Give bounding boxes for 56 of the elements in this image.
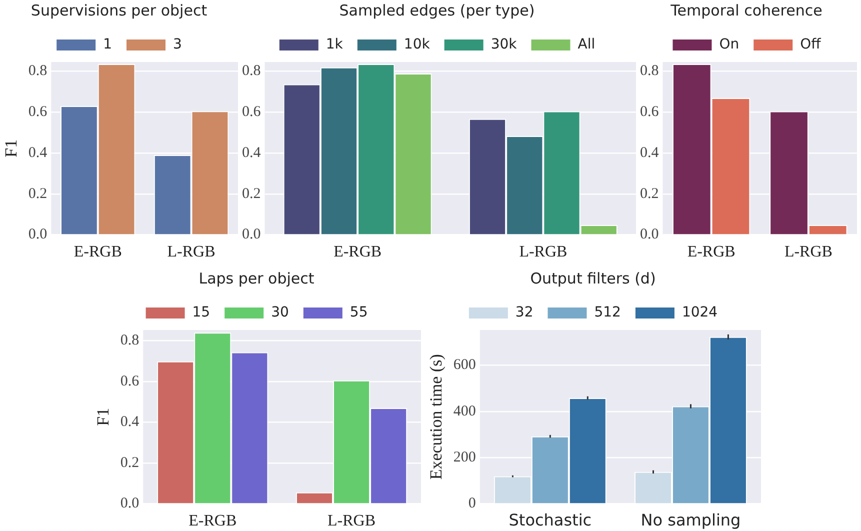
- y-axis-title: F1: [2, 139, 21, 158]
- y-axis-title: F1: [94, 408, 113, 426]
- legend-label: 30k: [490, 36, 518, 53]
- y-tick-label: 0.4: [120, 414, 140, 430]
- legend-label: 15: [192, 304, 210, 321]
- y-tick-label: 0.2: [640, 186, 659, 202]
- y-tick-label: 0.6: [640, 104, 660, 120]
- y-tick-label: 0: [468, 496, 476, 512]
- x-tick-label: E-RGB: [687, 244, 736, 261]
- legend-label: 32: [515, 304, 534, 321]
- y-tick-label: 0.6: [120, 373, 140, 390]
- legend-label: All: [578, 36, 596, 53]
- y-tick-label: 0.2: [120, 454, 140, 471]
- y-tick-label: 0.4: [28, 144, 48, 161]
- y-tick-label: 0.6: [242, 104, 262, 120]
- legend-label: 55: [350, 304, 368, 321]
- legend-title: Sampled edges (per type): [339, 1, 535, 20]
- legend-label: 1024: [682, 304, 718, 321]
- y-tick-label: 0.2: [28, 186, 48, 202]
- legend-label: Off: [800, 36, 822, 53]
- legend-title: Temporal coherence: [670, 1, 822, 20]
- y-tick-label: 0.2: [242, 186, 261, 202]
- y-tick-label: 0.0: [640, 226, 659, 243]
- y-tick-label: 0.0: [242, 226, 261, 243]
- legend-label: 3: [173, 36, 182, 53]
- x-tick-label: E-RGB: [74, 244, 122, 261]
- y-tick-label: 0.4: [242, 144, 262, 161]
- x-tick-label: L-RGB: [328, 512, 376, 530]
- legend-label: On: [719, 36, 740, 53]
- x-tick-label: Stochastic: [508, 510, 592, 530]
- legend-label: 1: [103, 36, 112, 53]
- x-tick-label: L-RGB: [784, 244, 832, 261]
- y-tick-label: 400: [453, 403, 476, 420]
- y-axis-title: Execution time (s): [426, 354, 446, 480]
- x-tick-label: No sampling: [640, 510, 741, 530]
- legend-label: 512: [594, 304, 621, 321]
- legend-label: 10k: [404, 36, 431, 53]
- y-tick-label: 0.4: [640, 144, 660, 161]
- legend-label: 1k: [326, 36, 344, 53]
- x-tick-label: E-RGB: [188, 512, 237, 530]
- x-tick-label: L-RGB: [519, 244, 568, 261]
- y-tick-label: 0.8: [120, 332, 140, 349]
- y-tick-label: 0.0: [28, 226, 48, 243]
- legend-title: Output filters (d): [530, 269, 656, 288]
- x-tick-label: L-RGB: [167, 244, 216, 261]
- y-tick-label: 0.8: [640, 63, 659, 80]
- legend-title: Laps per object: [198, 269, 314, 288]
- y-tick-label: 0.0: [120, 496, 140, 512]
- y-tick-label: 0.6: [28, 104, 48, 120]
- y-tick-label: 0.8: [28, 63, 48, 80]
- x-tick-label: E-RGB: [334, 244, 382, 261]
- y-tick-label: 0.8: [242, 63, 261, 80]
- legend-label: 30: [271, 304, 289, 321]
- y-tick-label: 200: [453, 450, 476, 466]
- legend-title: Supervisions per object: [30, 1, 208, 20]
- y-tick-label: 600: [453, 357, 476, 374]
